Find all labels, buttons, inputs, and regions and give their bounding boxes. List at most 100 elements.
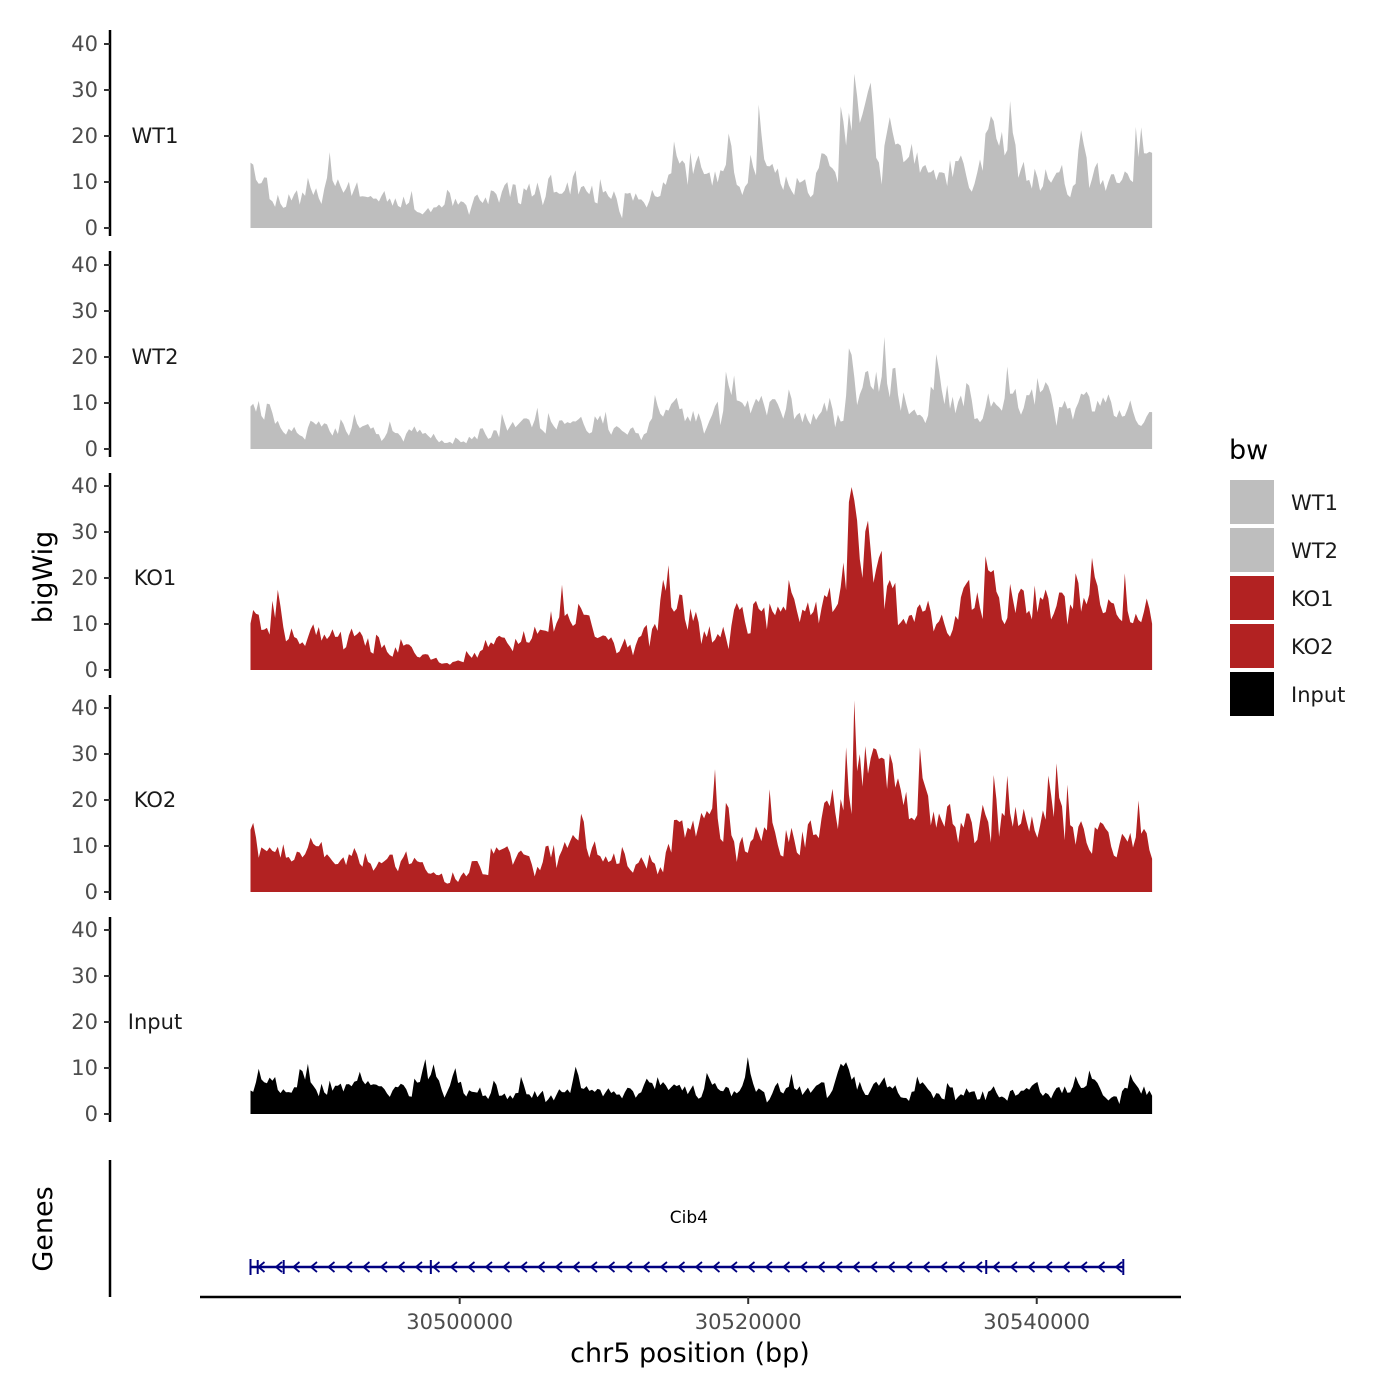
strand-arrow: [1114, 1261, 1123, 1273]
y-tick-label: 40: [71, 253, 98, 277]
strand-arrow: [449, 1261, 458, 1273]
strand-arrow: [344, 1261, 353, 1273]
y-tick-label: 20: [71, 345, 98, 369]
strand-arrow: [729, 1261, 738, 1273]
track-ko1: 0 10 20 30 40 KO1: [71, 473, 1153, 682]
strand-arrow: [974, 1261, 983, 1273]
strand-arrow: [677, 1261, 686, 1273]
strand-arrow: [694, 1261, 703, 1273]
y-tick-label: 10: [71, 612, 98, 636]
y-axis-title: bigWig: [28, 531, 59, 624]
strand-arrow: [607, 1261, 616, 1273]
y-tick-label: 20: [71, 566, 98, 590]
y-tick-label: 40: [71, 32, 98, 56]
coverage-area-ko2: [250, 700, 1153, 892]
strand-arrow: [834, 1261, 843, 1273]
strand-arrow: [414, 1261, 423, 1273]
strand-arrow: [467, 1261, 476, 1273]
strand-arrow: [869, 1261, 878, 1273]
y-tick-label: 10: [71, 391, 98, 415]
legend-label-wt2: WT2: [1291, 539, 1338, 563]
y-tick-label: 20: [71, 124, 98, 148]
strand-arrow: [432, 1261, 441, 1273]
coverage-area-wt1: [250, 73, 1153, 228]
strand-arrow: [764, 1261, 773, 1273]
strand-arrow: [309, 1261, 318, 1273]
strand-arrow: [1027, 1261, 1036, 1273]
track-ko2: 0 10 20 30 40 KO2: [71, 695, 1153, 904]
x-tick-label: 30500000: [406, 1310, 513, 1334]
y-tick-label: 0: [85, 437, 98, 461]
x-tick-label: 30520000: [695, 1310, 802, 1334]
strand-arrow: [292, 1261, 301, 1273]
strand-arrow: [922, 1261, 931, 1273]
y-tick-label: 0: [85, 880, 98, 904]
y-tick-label: 30: [71, 742, 98, 766]
legend-swatch-input: [1230, 672, 1274, 716]
strand-arrow: [642, 1261, 651, 1273]
track-wt2: 0 10 20 30 40 WT2: [71, 251, 1153, 461]
legend-label-ko2: KO2: [1291, 635, 1334, 659]
strand-arrow: [327, 1261, 336, 1273]
strand-arrow: [572, 1261, 581, 1273]
strand-arrow: [904, 1261, 913, 1273]
legend-swatch-wt2: [1230, 528, 1274, 572]
track-input: 0 10 20 30 40 Input: [71, 917, 1153, 1126]
strand-arrow: [362, 1261, 371, 1273]
legend: bw WT1 WT2 KO1 KO2 Input: [1229, 435, 1345, 716]
y-tick-label: 30: [71, 78, 98, 102]
y-tick-label: 0: [85, 658, 98, 682]
x-axis: 30500000 30520000 30540000: [200, 1295, 1181, 1334]
strand-arrow: [379, 1261, 388, 1273]
coverage-area-ko1: [250, 487, 1153, 670]
strand-arrow: [799, 1261, 808, 1273]
y-tick-label: 10: [71, 1056, 98, 1080]
y-tick-label: 0: [85, 216, 98, 240]
strand-arrow: [852, 1261, 861, 1273]
strand-arrow: [502, 1261, 511, 1273]
strand-arrow: [537, 1261, 546, 1273]
strand-arrow: [992, 1261, 1001, 1273]
strand-arrow: [1079, 1261, 1088, 1273]
y-tick-label: 10: [71, 170, 98, 194]
strand-arrow: [1009, 1261, 1018, 1273]
coverage-area-wt2: [250, 336, 1153, 449]
genes-axis-title: Genes: [28, 1186, 59, 1271]
legend-swatch-ko1: [1230, 576, 1274, 620]
strand-arrow: [957, 1261, 966, 1273]
x-tick-label: 30540000: [983, 1310, 1090, 1334]
strand-arrow: [484, 1261, 493, 1273]
strand-arrow: [1097, 1261, 1106, 1273]
legend-swatch-ko2: [1230, 624, 1274, 668]
y-tick-label: 30: [71, 964, 98, 988]
y-tick-label: 40: [71, 918, 98, 942]
strand-arrow: [887, 1261, 896, 1273]
coverage-area-input: [250, 1057, 1153, 1114]
y-tick-label: 20: [71, 1010, 98, 1034]
gene-track: Cib4: [108, 1160, 1125, 1297]
gene-name-label: Cib4: [670, 1208, 708, 1228]
strand-arrow: [1044, 1261, 1053, 1273]
strand-arrow: [747, 1261, 756, 1273]
track-label: WT1: [132, 124, 179, 148]
strand-arrow: [589, 1261, 598, 1273]
strand-arrow: [397, 1261, 406, 1273]
x-axis-title: chr5 position (bp): [570, 1338, 810, 1369]
track-wt1: 0 10 20 30 40 WT1: [71, 30, 1153, 240]
y-tick-label: 0: [85, 1102, 98, 1126]
track-label: KO2: [134, 788, 177, 812]
y-tick-label: 30: [71, 299, 98, 323]
track-label: Input: [128, 1010, 182, 1034]
legend-label-input: Input: [1291, 683, 1345, 707]
strand-arrow: [939, 1261, 948, 1273]
strand-arrow: [782, 1261, 791, 1273]
strand-arrow: [519, 1261, 528, 1273]
legend-label-ko1: KO1: [1291, 587, 1334, 611]
track-label: WT2: [132, 345, 179, 369]
y-tick-label: 30: [71, 520, 98, 544]
strand-arrow: [659, 1261, 668, 1273]
track-label: KO1: [134, 566, 177, 590]
strand-arrow: [554, 1261, 563, 1273]
strand-arrow: [274, 1261, 283, 1273]
